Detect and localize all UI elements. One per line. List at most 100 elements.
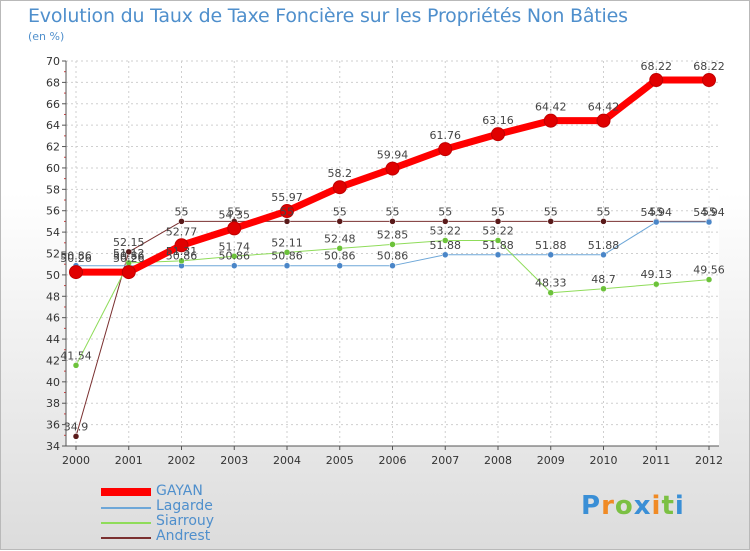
y-tick-label: 54 <box>46 226 60 239</box>
data-point-lagarde <box>494 251 502 259</box>
data-label-lagarde: 51.88 <box>430 239 462 252</box>
legend-swatch <box>101 537 151 539</box>
data-point-gayan <box>596 113 611 128</box>
legend-item-andrest: Andrest <box>101 528 341 545</box>
data-label-siarrouy: 52.48 <box>324 232 356 245</box>
x-tick-label: 2006 <box>379 454 407 467</box>
y-tick-label: 44 <box>46 333 60 346</box>
data-label-andrest: 55 <box>544 205 558 218</box>
data-label-andrest: 55 <box>438 205 452 218</box>
legend-label: Lagarde <box>156 498 213 514</box>
data-label-andrest: 55 <box>597 205 611 218</box>
data-point-lagarde <box>283 262 291 269</box>
data-label-gayan: 68.22 <box>693 60 725 73</box>
data-label-andrest: 55 <box>491 205 505 218</box>
legend-item-lagarde: Lagarde <box>101 498 341 515</box>
y-tick-label: 68 <box>46 76 60 89</box>
data-point-andrest <box>389 218 396 225</box>
chart-title: Evolution du Taux de Taxe Foncière sur l… <box>28 5 628 27</box>
legend-label: Siarrouy <box>156 513 215 529</box>
data-labels: 50.26 50.26 52.77 54.35 55.97 58.2 59.94 61.76 6… <box>60 60 725 433</box>
y-tick-label: 60 <box>46 162 60 175</box>
logo-letter: P <box>581 491 602 521</box>
data-label-lagarde: 50.86 <box>324 250 356 263</box>
data-point-andrest <box>72 433 80 440</box>
data-point-gayan <box>332 180 347 195</box>
data-point-gayan <box>121 265 136 280</box>
data-label-lagarde: 50.86 <box>166 250 198 263</box>
data-label-andrest: 34.9 <box>64 420 89 433</box>
data-point-lagarde <box>336 262 343 269</box>
data-label-lagarde: 50.86 <box>271 250 303 263</box>
data-point-andrest <box>547 218 554 225</box>
y-tick-label: 64 <box>46 119 60 132</box>
data-label-andrest: 55 <box>702 205 716 218</box>
data-point-andrest <box>178 218 185 225</box>
y-tick-label: 34 <box>46 440 60 453</box>
data-label-andrest: 55 <box>649 205 663 218</box>
data-point-andrest <box>442 218 449 225</box>
data-point-siarrouy <box>547 289 554 296</box>
y-tick-label: 62 <box>46 141 60 154</box>
x-tick-label: 2007 <box>431 454 459 467</box>
data-label-andrest: 55 <box>175 205 189 218</box>
x-tick-label: 2003 <box>220 454 248 467</box>
data-point-siarrouy <box>336 245 343 252</box>
data-point-lagarde <box>547 251 554 259</box>
data-label-siarrouy: 51.12 <box>113 247 145 260</box>
data-point-gayan <box>227 221 242 236</box>
logo-letter: i <box>674 491 685 521</box>
data-label-gayan: 52.77 <box>166 225 198 238</box>
data-label-siarrouy: 51.31 <box>166 245 198 258</box>
x-tick-label: 2004 <box>273 454 301 467</box>
data-point-lagarde <box>389 262 396 269</box>
data-point-gayan <box>280 204 294 219</box>
data-point-andrest <box>600 218 607 225</box>
data-point-siarrouy <box>389 241 396 248</box>
data-label-gayan: 59.94 <box>377 149 409 162</box>
y-tick-label: 66 <box>46 98 60 111</box>
data-point-andrest <box>336 218 343 225</box>
data-point-lagarde <box>653 218 660 226</box>
logo-letter: r <box>601 491 615 521</box>
data-point-gayan <box>702 73 716 88</box>
data-point-lagarde <box>600 251 607 259</box>
data-point-siarrouy <box>231 253 238 260</box>
legend-swatch <box>101 507 151 509</box>
data-label-andrest: 55 <box>280 205 294 218</box>
data-label-lagarde: 50.86 <box>219 250 251 263</box>
x-tick-label: 2012 <box>695 454 723 467</box>
data-label-gayan: 58.2 <box>328 167 353 180</box>
x-tick-label: 2000 <box>62 454 90 467</box>
data-point-andrest <box>283 218 291 225</box>
y-tick-label: 40 <box>46 376 60 389</box>
y-tick-label: 42 <box>46 354 60 367</box>
data-label-siarrouy: 52.11 <box>271 236 303 249</box>
data-label-lagarde: 51.88 <box>588 239 620 252</box>
data-point-siarrouy <box>653 280 660 288</box>
data-point-gayan <box>438 142 453 157</box>
data-label-gayan: 68.22 <box>641 60 673 73</box>
data-label-gayan: 54.35 <box>219 208 251 221</box>
data-point-andrest <box>125 248 132 256</box>
legend-label: Andrest <box>156 528 211 544</box>
data-label-siarrouy: 53.22 <box>430 224 462 237</box>
data-point-siarrouy <box>72 362 80 369</box>
x-tick-label: 2011 <box>642 454 670 467</box>
x-tick-label: 2010 <box>590 454 618 467</box>
data-label-lagarde: 51.88 <box>535 239 567 252</box>
x-tick-label: 2008 <box>484 454 512 467</box>
data-label-lagarde: 54.94 <box>641 206 673 219</box>
data-point-gayan <box>543 113 558 128</box>
data-label-siarrouy: 51.74 <box>219 240 251 253</box>
data-point-siarrouy <box>283 249 291 256</box>
data-point-lagarde <box>442 251 449 259</box>
y-tick-label: 50 <box>46 269 60 282</box>
data-label-lagarde: 54.94 <box>693 206 725 219</box>
data-label-lagarde: 50.86 <box>113 250 145 263</box>
data-label-gayan: 63.16 <box>482 114 514 127</box>
y-tick-label: 36 <box>46 419 60 432</box>
data-point-siarrouy <box>705 276 713 283</box>
y-tick-label: 38 <box>46 397 60 410</box>
